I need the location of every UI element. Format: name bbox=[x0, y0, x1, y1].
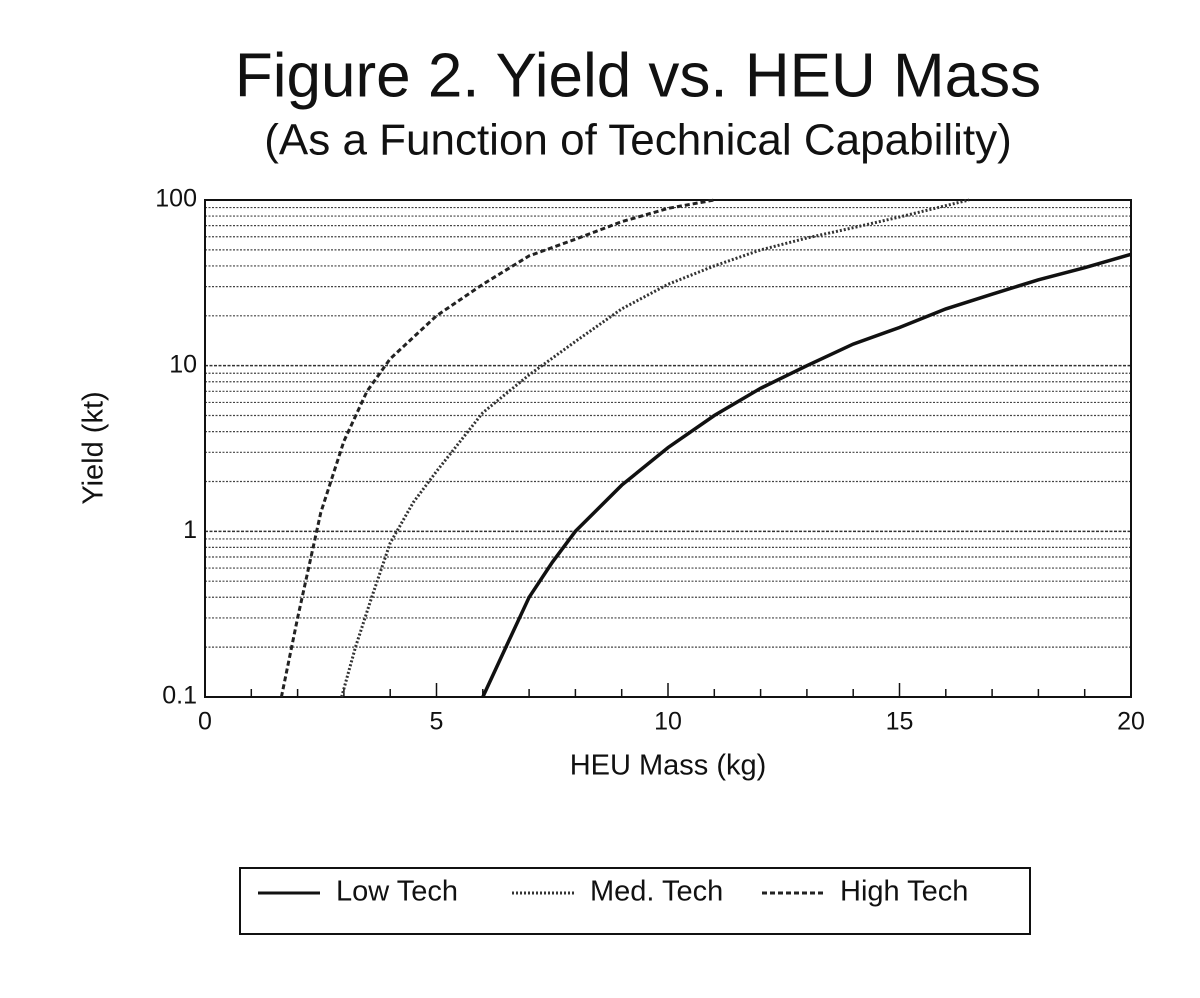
y-tick-label: 10 bbox=[169, 350, 197, 378]
y-tick-label: 100 bbox=[155, 185, 197, 213]
legend-box bbox=[239, 867, 1031, 935]
plot-frame bbox=[204, 199, 1132, 698]
x-axis-label: HEU Mass (kg) bbox=[570, 750, 767, 782]
legend-label: High Tech bbox=[840, 876, 968, 908]
series-line bbox=[279, 198, 715, 698]
chart-subtitle: (As a Function of Technical Capability) bbox=[264, 116, 1012, 165]
x-tick-label: 0 bbox=[198, 708, 212, 736]
y-axis-label: Yield (kt) bbox=[78, 391, 110, 504]
x-tick-label: 15 bbox=[886, 708, 914, 736]
series-line bbox=[481, 252, 1132, 698]
y-tick-label: 0.1 bbox=[162, 682, 197, 710]
x-tick-label: 10 bbox=[654, 708, 682, 736]
x-tick-label: 20 bbox=[1117, 708, 1145, 736]
x-tick-label: 5 bbox=[430, 708, 444, 736]
series-line bbox=[340, 198, 970, 698]
chart-title: Figure 2. Yield vs. HEU Mass bbox=[235, 41, 1041, 110]
legend-label: Low Tech bbox=[336, 876, 458, 908]
y-tick-label: 1 bbox=[183, 516, 197, 544]
legend-label: Med. Tech bbox=[590, 876, 723, 908]
